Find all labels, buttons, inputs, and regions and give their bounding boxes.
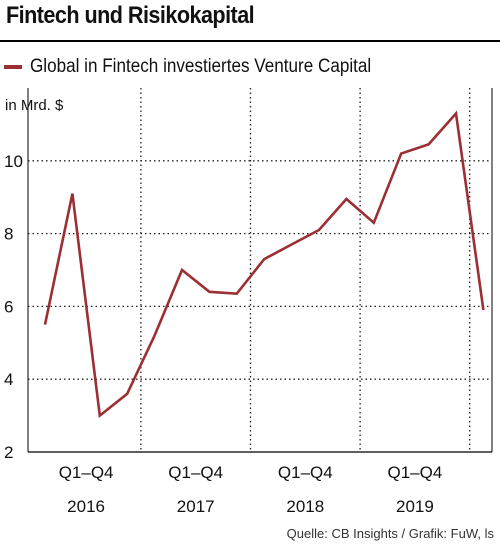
chart-title: Fintech und Risikokapital [6, 2, 255, 29]
legend: Global in Fintech investiertes Venture C… [4, 55, 409, 79]
x-year-label: 2017 [177, 497, 215, 516]
x-tick-label: Q1–Q4 [278, 463, 333, 482]
y-tick-label: 2 [4, 443, 13, 462]
series-line [43, 110, 485, 419]
title-divider [0, 40, 500, 42]
x-tick-label: Q1–Q4 [387, 463, 442, 482]
legend-label: Global in Fintech investiertes Venture C… [30, 56, 372, 77]
y-axis-label: in Mrd. $ [5, 97, 64, 114]
legend-swatch [4, 65, 22, 69]
x-tick-label: Q1–Q4 [59, 463, 114, 482]
x-year-label: 2016 [67, 497, 105, 516]
x-tick-label: Q1–Q4 [168, 463, 223, 482]
y-tick-label: 10 [4, 152, 23, 171]
x-year-label: 2018 [286, 497, 324, 516]
y-tick-label: 6 [4, 297, 13, 316]
y-tick-label: 4 [4, 370, 13, 389]
source-note: Quelle: CB Insights / Grafik: FuW, ls [286, 526, 494, 541]
x-year-label: 2019 [396, 497, 434, 516]
y-tick-label: 8 [4, 225, 13, 244]
